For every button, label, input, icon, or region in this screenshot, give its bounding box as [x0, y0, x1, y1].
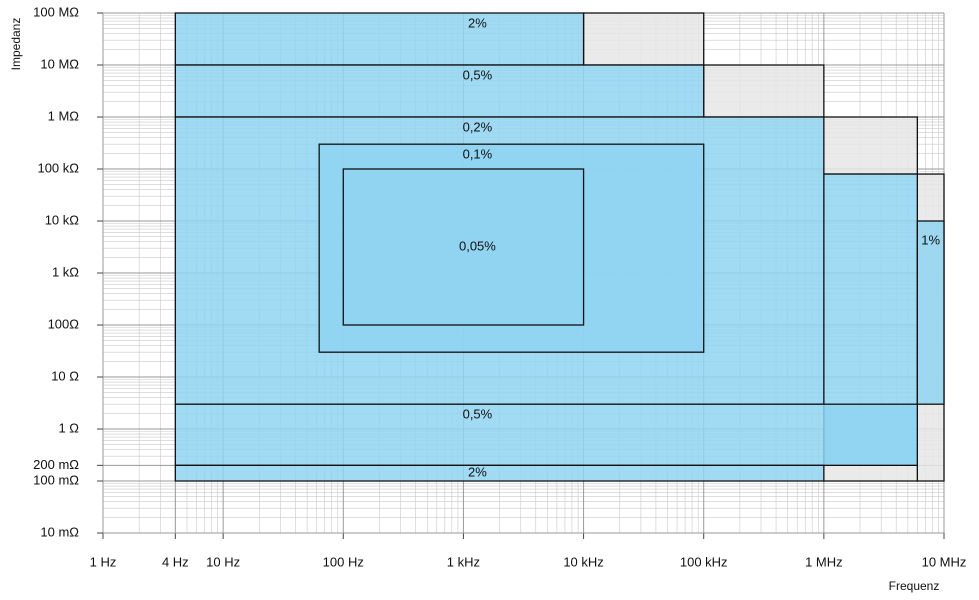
region [823, 464, 918, 482]
region-label: 0,05% [459, 238, 496, 253]
region [174, 403, 918, 466]
region-label: 0,5% [463, 67, 493, 82]
region-label: 0,2% [463, 119, 493, 134]
x-tick-label: 10 Hz [206, 554, 240, 569]
region [823, 116, 918, 175]
region-label: 0,1% [463, 147, 493, 162]
y-tick-label: 100Ω [48, 316, 80, 331]
x-tick-label: 1 MHz [805, 554, 843, 569]
region-label: 0,5% [463, 407, 493, 422]
region [703, 64, 825, 118]
x-tick-label: 100 Hz [323, 554, 364, 569]
y-tick-label: 1 Ω [58, 420, 79, 435]
x-tick-label: 1 Hz [90, 554, 117, 569]
region-label: 2% [468, 465, 487, 480]
x-tick-label: 10 MHz [922, 554, 967, 569]
y-tick-label: 10 Ω [51, 368, 79, 383]
y-tick-label: 1 kΩ [52, 264, 79, 279]
y-axis-title: Impedanz [9, 18, 23, 71]
x-tick-label: 4 Hz [162, 554, 189, 569]
y-tick-label: 100 kΩ [37, 160, 79, 175]
y-tick-label: 10 MΩ [40, 56, 79, 71]
x-tick-label: 100 kHz [680, 554, 728, 569]
y-tick-label: 200 mΩ [33, 457, 79, 472]
y-tick-label: 1 MΩ [48, 108, 80, 123]
y-tick-label: 100 mΩ [33, 472, 79, 487]
region [174, 464, 825, 482]
region-label: 1% [921, 232, 940, 247]
x-tick-label: 1 kHz [447, 554, 480, 569]
labels: 2% 0,5% 0,2% 0,5% 2% 1% 0,1% 0,05% [459, 15, 941, 479]
y-tick-label: 100 MΩ [33, 4, 79, 19]
x-tick-label: 10 kHz [563, 554, 603, 569]
region [174, 12, 585, 66]
region [342, 168, 585, 326]
y-tick-label: 10 mΩ [40, 524, 79, 539]
region [174, 64, 705, 118]
regions [174, 12, 945, 482]
x-axis-title: Frequenz [889, 579, 940, 593]
region [916, 220, 945, 405]
region [582, 12, 705, 66]
region-label: 2% [468, 15, 487, 30]
y-tick-label: 10 kΩ [45, 212, 80, 227]
